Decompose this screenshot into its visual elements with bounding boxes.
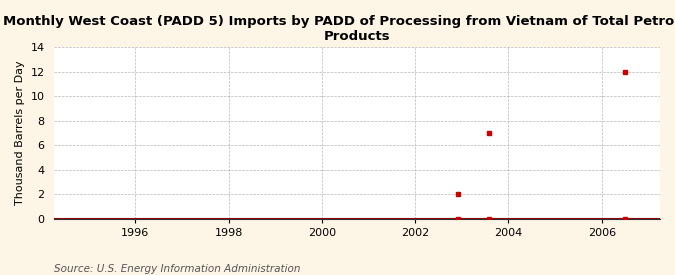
Y-axis label: Thousand Barrels per Day: Thousand Barrels per Day bbox=[15, 61, 25, 205]
Text: Source: U.S. Energy Information Administration: Source: U.S. Energy Information Administ… bbox=[54, 264, 300, 274]
Title: Monthly West Coast (PADD 5) Imports by PADD of Processing from Vietnam of Total : Monthly West Coast (PADD 5) Imports by P… bbox=[3, 15, 675, 43]
